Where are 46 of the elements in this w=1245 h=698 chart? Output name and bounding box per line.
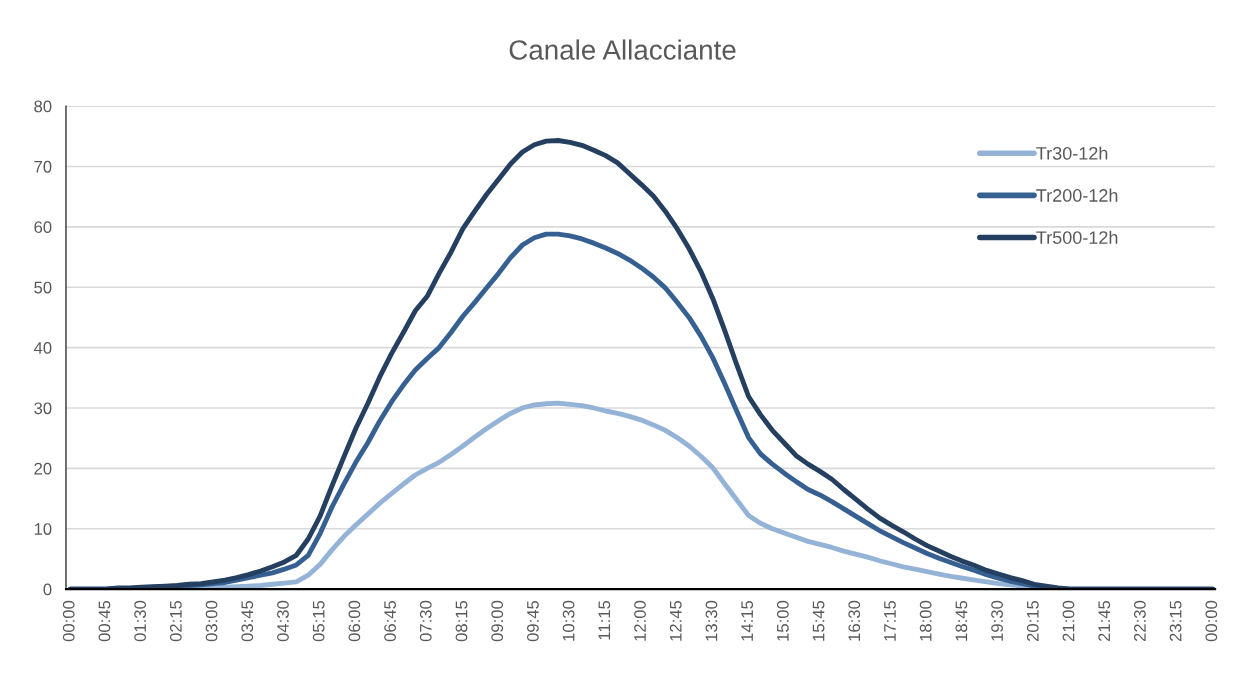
- x-tick-label: 17:15: [884, 600, 896, 641]
- x-tick-label: 15:00: [776, 600, 789, 641]
- x-tick-label: 01:30: [134, 600, 147, 642]
- y-tick-label: 20: [34, 462, 52, 475]
- y-tick-label: 10: [34, 523, 52, 535]
- x-tick-label: 18:45: [955, 600, 968, 641]
- x-tick-label: 03:00: [205, 600, 218, 642]
- y-tick-label: 30: [34, 402, 52, 415]
- x-tick-label: 00:45: [98, 600, 111, 642]
- legend-label: Tr500-12h: [1036, 230, 1118, 244]
- y-tick-label: 0: [43, 583, 52, 596]
- legend-label: Tr30-12h: [1036, 146, 1108, 160]
- x-tick-label: 05:15: [312, 600, 325, 642]
- x-tick-label: 02:15: [169, 600, 182, 642]
- y-tick-label: 50: [34, 281, 52, 294]
- chart-title: Canale Allacciante: [509, 39, 736, 60]
- x-tick-label: 12:45: [669, 600, 682, 641]
- x-tick-label: 16:30: [848, 600, 861, 641]
- x-tick-label: 09:00: [491, 600, 504, 642]
- x-tick-label: 08:15: [455, 600, 468, 642]
- x-tick-label: 20:15: [1026, 600, 1039, 642]
- y-tick-label: 40: [33, 342, 52, 354]
- x-tick-label: 04:30: [277, 600, 289, 642]
- x-tick-label: 07:30: [419, 600, 432, 642]
- x-tick-label: 13:30: [705, 600, 718, 641]
- x-tick-label: 11:15: [598, 600, 611, 640]
- y-tick-label: 70: [34, 160, 52, 173]
- x-tick-label: 00:00: [1205, 600, 1218, 642]
- x-tick-label: 22:30: [1134, 600, 1146, 642]
- x-tick-label: 19:30: [991, 600, 1003, 641]
- x-tick-label: 06:00: [348, 600, 361, 642]
- x-tick-label: 18:00: [919, 600, 932, 641]
- x-tick-label: 10:30: [562, 600, 575, 641]
- x-tick-label: 21:45: [1098, 600, 1111, 642]
- x-tick-label: 15:45: [812, 600, 825, 641]
- x-tick-label: 21:00: [1062, 600, 1075, 642]
- x-tick-label: 03:45: [241, 600, 254, 642]
- x-tick-label: 09:45: [527, 600, 539, 642]
- x-tick-label: 23:15: [1169, 600, 1182, 642]
- x-tick-label: 06:45: [384, 600, 396, 642]
- x-tick-label: 00:00: [62, 600, 75, 642]
- legend-label: Tr200-12h: [1036, 188, 1118, 202]
- x-tick-label: 14:15: [741, 600, 754, 641]
- y-tick-label: 60: [34, 221, 52, 234]
- x-tick-label: 12:00: [634, 600, 646, 641]
- y-tick-label: 80: [34, 100, 52, 113]
